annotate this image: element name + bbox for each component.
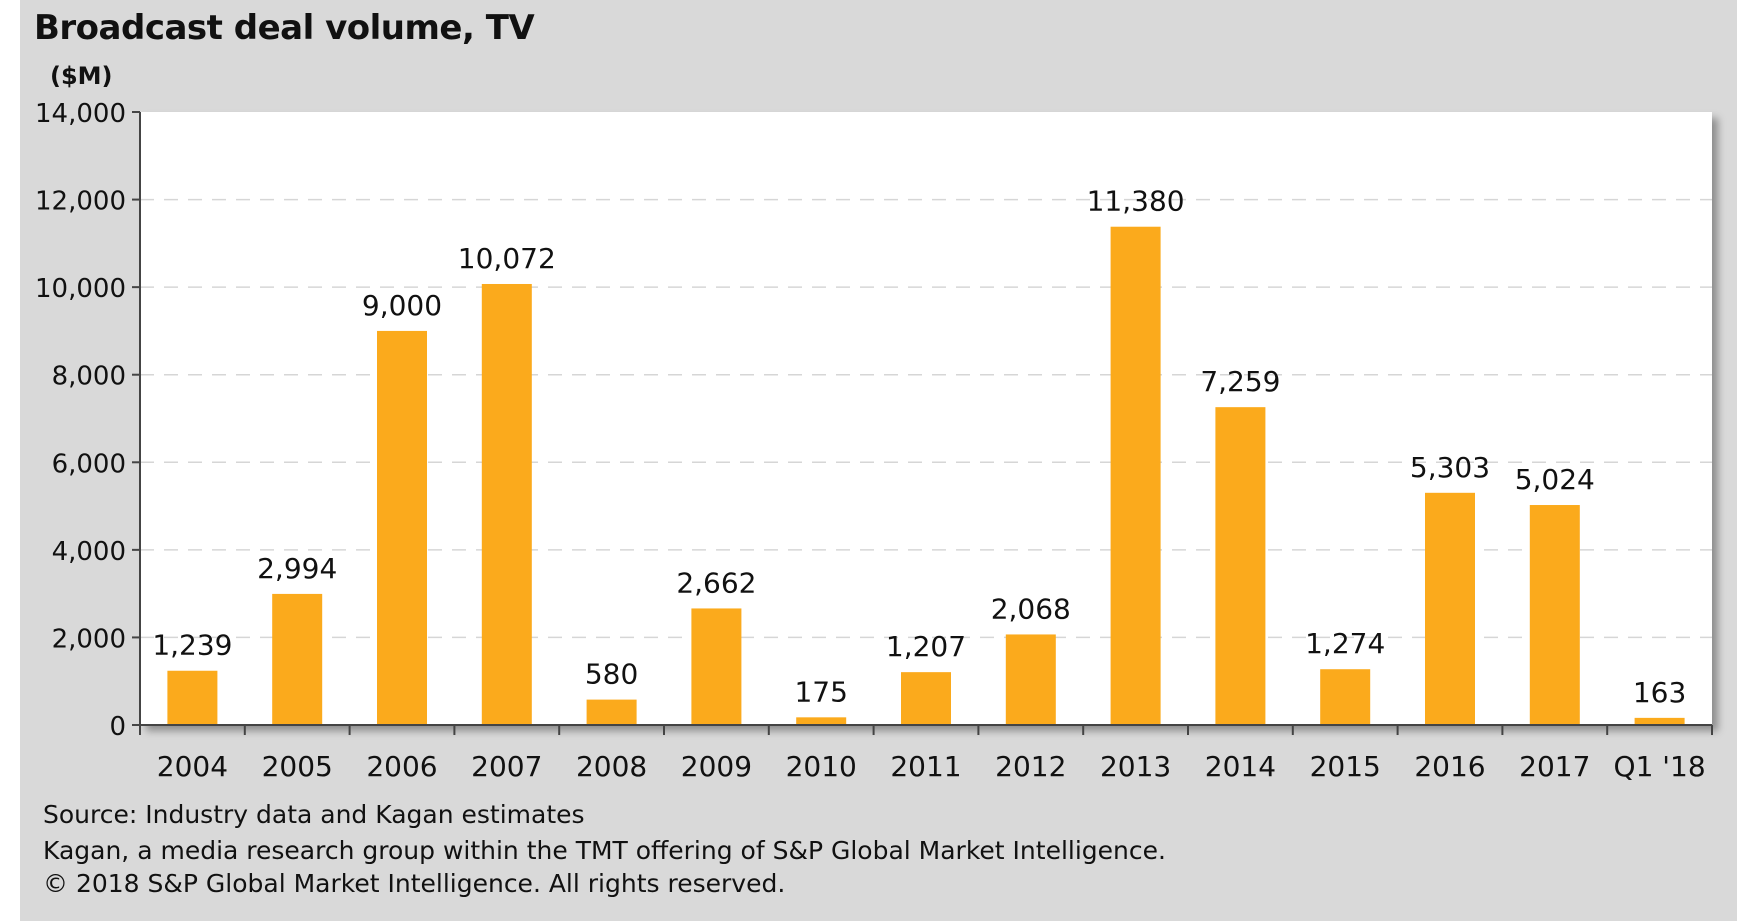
bar — [1110, 226, 1161, 725]
x-tick-label: 2009 — [681, 750, 752, 783]
x-tick-label: 2016 — [1414, 750, 1485, 783]
data-label: 163 — [1633, 676, 1686, 709]
data-label: 1,274 — [1305, 627, 1385, 660]
x-tick-label: 2007 — [471, 750, 542, 783]
x-tick-label: 2013 — [1100, 750, 1171, 783]
data-label: 1,239 — [152, 629, 232, 662]
bar — [1320, 669, 1371, 725]
bar — [1215, 407, 1266, 725]
chart-title: Broadcast deal volume, TV — [34, 8, 535, 48]
y-tick-label: 2,000 — [52, 624, 126, 654]
x-tick-label: 2006 — [366, 750, 437, 783]
data-label: 1,207 — [886, 630, 966, 663]
bar — [1634, 717, 1685, 725]
y-tick-label: 6,000 — [52, 449, 126, 479]
bar — [481, 283, 532, 725]
data-label: 2,068 — [991, 592, 1071, 625]
y-tick-label: 14,000 — [35, 99, 126, 129]
bar — [272, 593, 323, 725]
y-tick-label: 8,000 — [52, 362, 126, 392]
data-label: 10,072 — [458, 242, 556, 275]
x-tick-label: 2004 — [157, 750, 228, 783]
bar — [1005, 634, 1056, 725]
data-label: 2,662 — [676, 566, 756, 599]
x-tick-label: 2008 — [576, 750, 647, 783]
bar — [586, 699, 637, 725]
bar — [901, 672, 951, 725]
data-label: 2,994 — [257, 552, 337, 585]
data-label: 580 — [585, 658, 638, 691]
data-label: 5,303 — [1410, 451, 1490, 484]
bar — [796, 717, 847, 725]
x-tick-label: 2014 — [1205, 750, 1276, 783]
footer-copyright: © 2018 S&P Global Market Intelligence. A… — [43, 869, 786, 898]
x-tick-label: 2011 — [890, 750, 961, 783]
data-label: 175 — [794, 675, 847, 708]
x-tick-label: 2015 — [1310, 750, 1381, 783]
footer-attribution: Kagan, a media research group within the… — [43, 836, 1166, 865]
data-label: 7,259 — [1200, 365, 1280, 398]
x-tick-label: 2017 — [1519, 750, 1590, 783]
y-axis-unit-label: ($M) — [50, 62, 113, 90]
x-tick-label: 2005 — [262, 750, 333, 783]
bar — [377, 330, 427, 725]
data-label: 11,380 — [1087, 185, 1185, 218]
bar — [691, 608, 742, 725]
bar — [1425, 492, 1475, 725]
x-tick-label: 2010 — [786, 750, 857, 783]
data-label: 9,000 — [362, 289, 442, 322]
bar — [167, 670, 218, 725]
y-tick-label: 0 — [109, 712, 126, 742]
data-label: 5,024 — [1515, 463, 1595, 496]
bar — [1529, 505, 1580, 725]
footer-source: Source: Industry data and Kagan estimate… — [43, 800, 585, 829]
x-tick-label: 2012 — [995, 750, 1066, 783]
y-tick-label: 10,000 — [35, 274, 126, 304]
x-tick-label: Q1 '18 — [1614, 750, 1706, 783]
y-tick-label: 12,000 — [35, 187, 126, 217]
y-tick-label: 4,000 — [52, 537, 126, 567]
